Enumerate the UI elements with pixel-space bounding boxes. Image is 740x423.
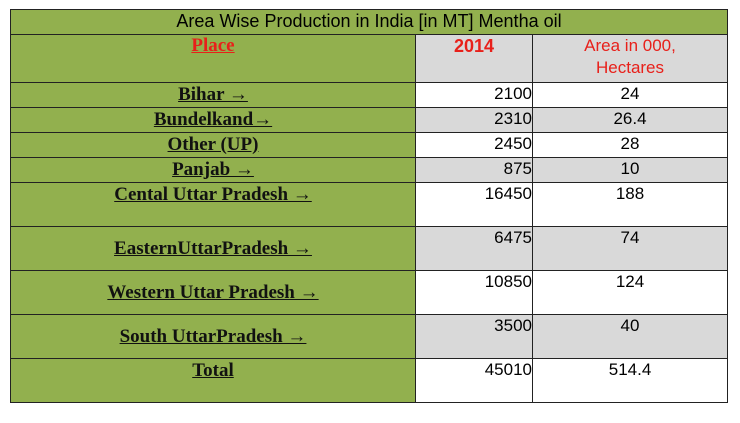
- area-cell: 24: [531, 82, 729, 108]
- place-cell: Other (UP): [10, 132, 416, 158]
- place-cell: EasternUttarPradesh →: [10, 226, 416, 271]
- place-cell: Panjab →: [10, 157, 416, 183]
- place-cell-total: Total: [10, 358, 416, 403]
- production-cell: 2310: [415, 107, 533, 133]
- table-row: Cental Uttar Pradesh → 16450 188: [10, 182, 729, 227]
- table-row: Panjab → 875 10: [10, 157, 729, 183]
- place-cell: Cental Uttar Pradesh →: [10, 182, 416, 227]
- mentha-oil-table: Area Wise Production in India [in MT] Me…: [9, 9, 729, 403]
- header-area-line1: Area in 000,: [584, 36, 676, 55]
- table-row-total: Total 45010 514.4: [10, 358, 729, 403]
- header-place: Place: [10, 34, 416, 83]
- header-area: Area in 000, Hectares: [531, 34, 729, 83]
- production-cell: 3500: [415, 314, 533, 359]
- area-cell: 10: [531, 157, 729, 183]
- area-cell-total: 514.4: [531, 358, 729, 403]
- table-row: Bundelkand→ 2310 26.4: [10, 107, 729, 133]
- place-cell: Bihar →: [10, 82, 416, 108]
- area-cell: 26.4: [531, 107, 729, 133]
- area-cell: 28: [531, 132, 729, 158]
- production-cell: 16450: [415, 182, 533, 227]
- table-title: Area Wise Production in India [in MT] Me…: [9, 9, 729, 35]
- table-row: South UttarPradesh → 3500 40: [10, 314, 729, 359]
- production-cell: 2100: [415, 82, 533, 108]
- header-year: 2014: [415, 34, 533, 83]
- area-cell: 74: [531, 226, 729, 271]
- production-cell: 6475: [415, 226, 533, 271]
- table-row: Bihar → 2100 24: [10, 82, 729, 108]
- production-cell: 875: [415, 157, 533, 183]
- place-cell: Bundelkand→: [10, 107, 416, 133]
- place-cell: South UttarPradesh →: [10, 314, 416, 359]
- area-cell: 188: [531, 182, 729, 227]
- production-cell-total: 45010: [415, 358, 533, 403]
- place-cell: Western Uttar Pradesh →: [10, 270, 416, 315]
- area-cell: 124: [531, 270, 729, 315]
- header-row: Place 2014 Area in 000, Hectares: [10, 34, 729, 83]
- production-cell: 2450: [415, 132, 533, 158]
- area-cell: 40: [531, 314, 729, 359]
- table-row: EasternUttarPradesh → 6475 74: [10, 226, 729, 271]
- title-row: Area Wise Production in India [in MT] Me…: [9, 9, 729, 35]
- header-area-line2: Hectares: [595, 58, 665, 77]
- table-row: Western Uttar Pradesh → 10850 124: [10, 270, 729, 315]
- production-cell: 10850: [415, 270, 533, 315]
- table-row: Other (UP) 2450 28: [10, 132, 729, 158]
